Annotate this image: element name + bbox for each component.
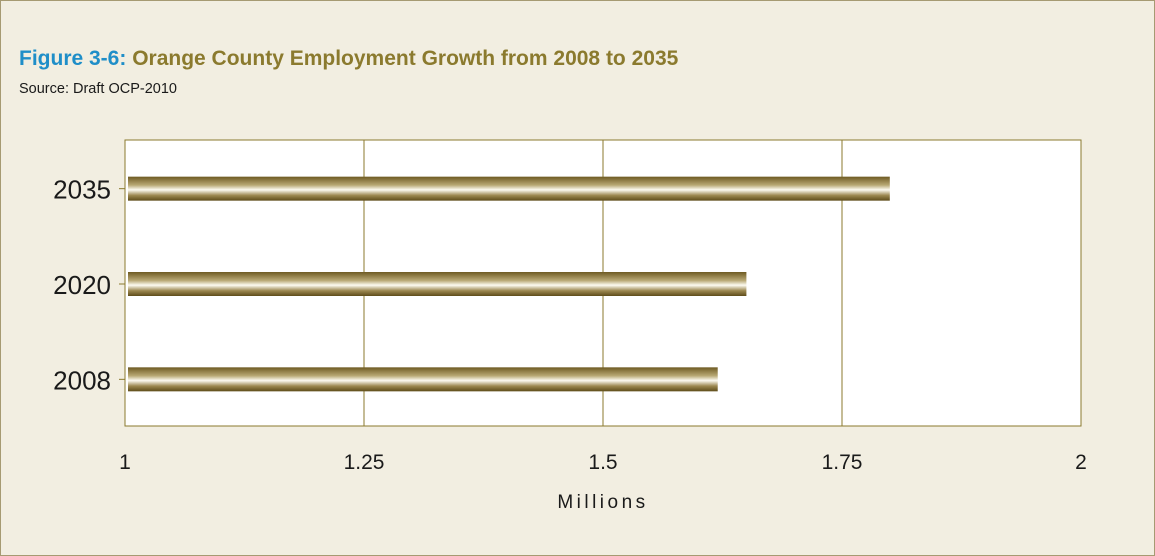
x-axis-title: Millions bbox=[557, 492, 648, 513]
x-axis-labels: 1 1.25 1.5 1.75 2 bbox=[119, 451, 1087, 474]
x-tick-label: 1.75 bbox=[822, 451, 863, 474]
x-tick-label: 1 bbox=[119, 451, 131, 474]
x-tick-label: 1.25 bbox=[344, 451, 385, 474]
x-tick-label: 2 bbox=[1075, 451, 1087, 474]
figure-source: Source: Draft OCP-2010 bbox=[19, 81, 177, 97]
y-axis-labels: 2035 2020 2008 bbox=[53, 175, 125, 395]
x-tick-label: 1.5 bbox=[588, 451, 617, 474]
bar-2020 bbox=[128, 272, 747, 296]
bar-2035 bbox=[128, 176, 890, 201]
figure-title: Figure 3-6: Orange County Employment Gro… bbox=[19, 47, 678, 71]
y-tick-label-2020: 2020 bbox=[53, 270, 111, 300]
bars bbox=[128, 176, 890, 392]
bar-2008 bbox=[128, 367, 718, 392]
figure-label: Figure 3-6: bbox=[19, 47, 127, 70]
figure-title-text: Orange County Employment Growth from 200… bbox=[132, 47, 679, 70]
y-tick-label-2035: 2035 bbox=[53, 175, 111, 205]
y-tick-label-2008: 2008 bbox=[53, 365, 111, 395]
